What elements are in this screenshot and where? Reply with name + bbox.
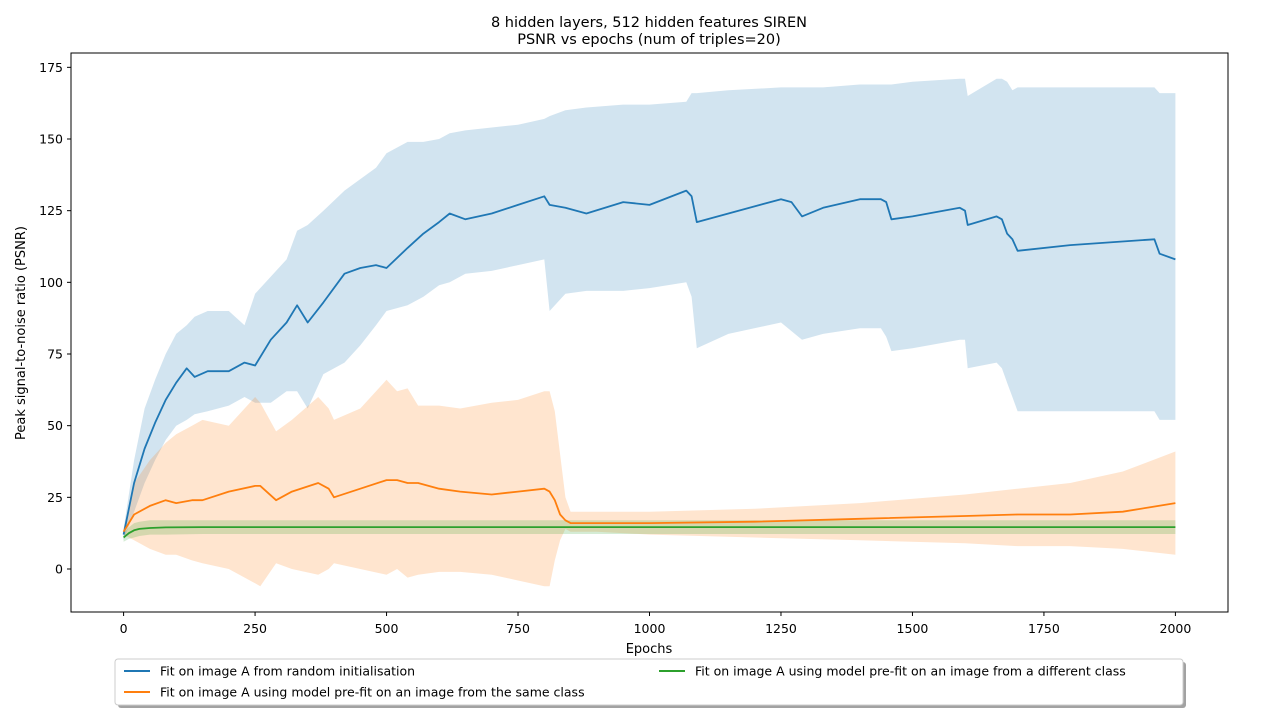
y-axis: 0 25 50 75 100 125 150 175 [39, 60, 71, 577]
confidence-band-3 [123, 520, 1176, 542]
x-tick-label: 1250 [765, 621, 797, 636]
x-tick-label: 1750 [1028, 621, 1060, 636]
legend: Fit on image A from random initialisatio… [114, 658, 1186, 708]
confidence-band-2 [123, 379, 1176, 587]
series-line-3 [123, 526, 1176, 539]
legend-label: Fit on image A using model pre-fit on an… [695, 664, 1126, 679]
x-axis: 0 250 500 750 1000 1250 1500 1750 2000 [120, 612, 1192, 636]
legend-box [114, 658, 1184, 706]
y-axis-label: Peak signal-to-noise ratio (PSNR) [14, 226, 29, 440]
y-tick-label: 175 [39, 60, 63, 75]
confidence-band-1 [123, 78, 1176, 541]
chart-title: 8 hidden layers, 512 hidden features SIR… [491, 15, 807, 31]
x-tick-label: 1000 [634, 621, 666, 636]
confidence-bands [123, 78, 1176, 587]
y-tick-label: 25 [47, 490, 63, 505]
x-tick-label: 2000 [1160, 621, 1192, 636]
series-line-1 [122, 189, 1176, 535]
y-tick-label: 0 [55, 562, 63, 577]
x-tick-label: 750 [506, 621, 530, 636]
series-lines [122, 189, 1176, 539]
legend-label: Fit on image A using model pre-fit on an… [160, 685, 585, 700]
x-tick-label: 250 [243, 621, 267, 636]
x-tick-label: 1500 [897, 621, 929, 636]
chart-subtitle: PSNR vs epochs (num of triples=20) [517, 32, 781, 48]
legend-label: Fit on image A from random initialisatio… [160, 664, 415, 679]
y-tick-label: 150 [39, 132, 63, 147]
y-tick-label: 75 [47, 347, 63, 362]
y-tick-label: 50 [47, 418, 63, 433]
series-line-2 [122, 479, 1176, 533]
x-tick-label: 500 [375, 621, 399, 636]
x-axis-label: Epochs [626, 642, 673, 657]
y-tick-label: 125 [39, 203, 63, 218]
legend-items: Fit on image A from random initialisatio… [124, 664, 1126, 700]
y-tick-label: 100 [39, 275, 63, 290]
x-tick-label: 0 [120, 621, 128, 636]
